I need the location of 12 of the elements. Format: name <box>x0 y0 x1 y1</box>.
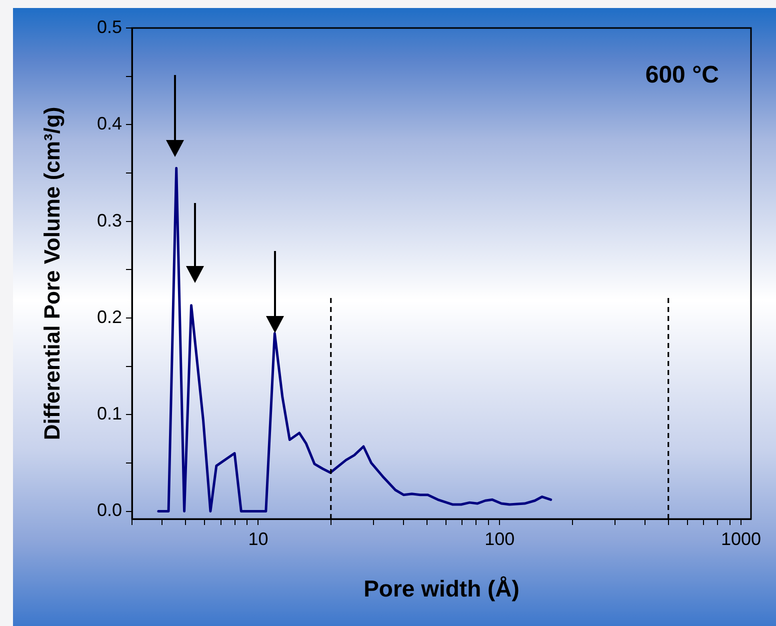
annotation: 600 °C <box>645 62 719 89</box>
y-axis-title: Differential Pore Volume (cm³/g) <box>39 106 64 440</box>
x-tick-label: 100 <box>484 528 515 549</box>
y-tick-label: 0.0 <box>96 500 122 520</box>
y-tick-label: 0.2 <box>96 306 122 327</box>
y-tick-label: 0.1 <box>96 404 122 424</box>
x-tick-label: 1000 <box>720 528 762 549</box>
y-tick-label: 0.5 <box>96 16 122 37</box>
x-axis-title: Pore width (Å) <box>364 576 520 602</box>
x-tick-label: 10 <box>248 528 268 549</box>
y-tick-label: 0.4 <box>96 114 122 134</box>
y-tick-label: 0.3 <box>96 210 122 230</box>
